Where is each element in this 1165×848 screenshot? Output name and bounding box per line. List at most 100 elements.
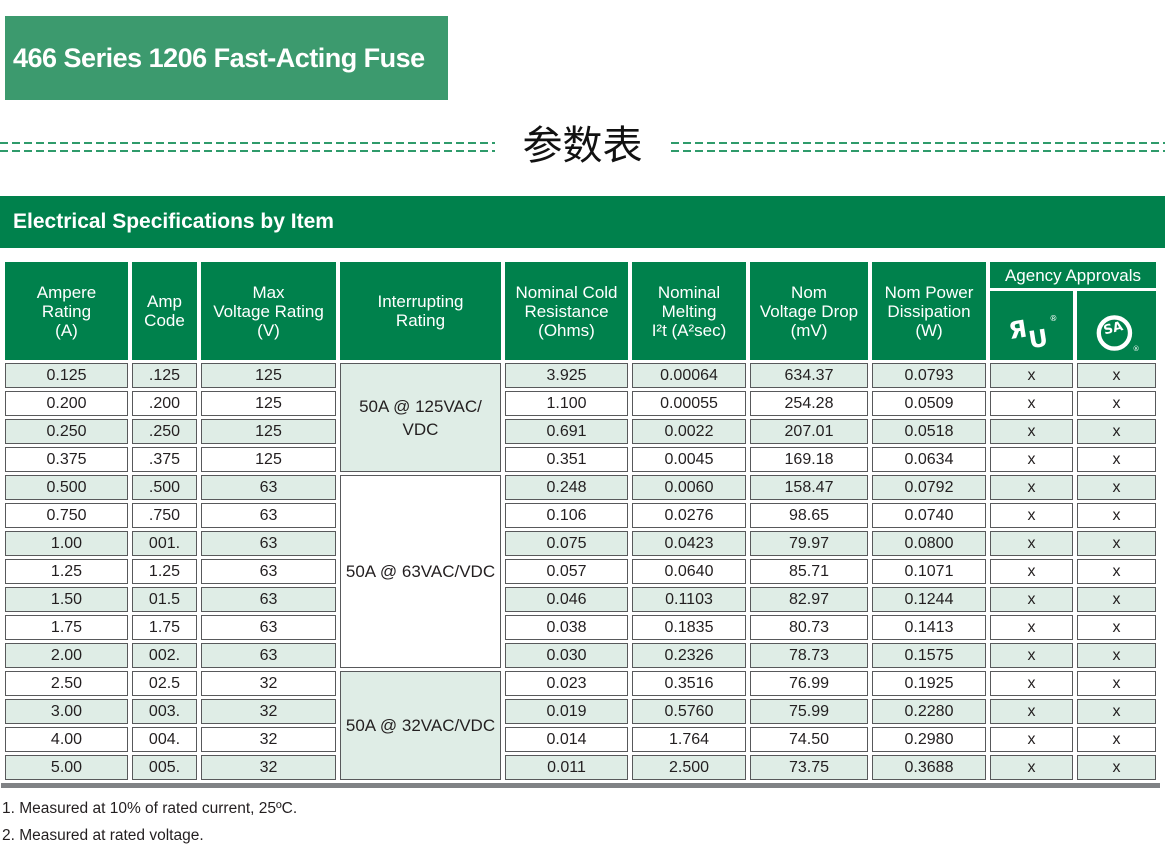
cell-ampere-rating: 1.25 (5, 559, 128, 584)
cell-max-voltage-rating: 63 (201, 587, 336, 612)
cell-nominal-melting-i2t: 0.1103 (632, 587, 746, 612)
cell-nom-voltage-drop: 98.65 (750, 503, 868, 528)
divider-dashes-right (670, 140, 1165, 152)
svg-text:®: ® (1049, 314, 1057, 323)
cell-nominal-cold-resistance: 0.046 (505, 587, 628, 612)
cell-nom-voltage-drop: 254.28 (750, 391, 868, 416)
cell-ampere-rating: 0.125 (5, 363, 128, 388)
cell-nominal-melting-i2t: 1.764 (632, 727, 746, 752)
cell-ul-approval: x (990, 363, 1073, 388)
electrical-specifications-table: Ampere Rating (A) Amp Code Max Voltage R… (1, 259, 1160, 783)
cell-amp-code: 005. (132, 755, 197, 780)
cell-nom-power-dissipation: 0.0800 (872, 531, 986, 556)
cell-ampere-rating: 5.00 (5, 755, 128, 780)
cell-interrupting-rating: 50A @ 125VAC/ VDC (340, 363, 501, 472)
cell-nominal-melting-i2t: 2.500 (632, 755, 746, 780)
cell-amp-code: 003. (132, 699, 197, 724)
cell-nom-power-dissipation: 0.1413 (872, 615, 986, 640)
cell-csa-approval: x (1077, 419, 1156, 444)
cell-csa-approval: x (1077, 447, 1156, 472)
header-nom-voltage-drop: Nom Voltage Drop (mV) (750, 262, 868, 360)
product-banner: 466 Series 1206 Fast-Acting Fuse (5, 16, 448, 100)
cell-nom-power-dissipation: 0.1071 (872, 559, 986, 584)
cell-max-voltage-rating: 63 (201, 559, 336, 584)
cell-nominal-cold-resistance: 0.057 (505, 559, 628, 584)
cell-ul-approval: x (990, 419, 1073, 444)
cell-amp-code: 004. (132, 727, 197, 752)
cell-csa-approval: x (1077, 587, 1156, 612)
cell-interrupting-rating: 50A @ 63VAC/VDC (340, 475, 501, 668)
cell-nominal-cold-resistance: 1.100 (505, 391, 628, 416)
cell-nominal-melting-i2t: 0.2326 (632, 643, 746, 668)
cell-ul-approval: x (990, 671, 1073, 696)
cell-csa-approval: x (1077, 559, 1156, 584)
svg-text:Я: Я (1006, 315, 1028, 346)
cell-nom-power-dissipation: 0.3688 (872, 755, 986, 780)
cell-amp-code: 1.75 (132, 615, 197, 640)
cell-nominal-melting-i2t: 0.1835 (632, 615, 746, 640)
cell-amp-code: 002. (132, 643, 197, 668)
cell-nominal-cold-resistance: 0.075 (505, 531, 628, 556)
cell-max-voltage-rating: 32 (201, 755, 336, 780)
cell-ampere-rating: 0.250 (5, 419, 128, 444)
cell-amp-code: .200 (132, 391, 197, 416)
cell-nominal-cold-resistance: 0.011 (505, 755, 628, 780)
parameter-table-heading-row: 参数表 (0, 122, 1165, 170)
cell-ul-approval: x (990, 503, 1073, 528)
header-ampere-rating: Ampere Rating (A) (5, 262, 128, 360)
cell-nominal-cold-resistance: 0.351 (505, 447, 628, 472)
cell-nominal-melting-i2t: 0.3516 (632, 671, 746, 696)
parameter-table-heading: 参数表 (522, 123, 643, 169)
table-row: 2.00 002. 63 0.030 0.2326 78.73 0.1575 x x (5, 643, 1156, 668)
cell-max-voltage-rating: 63 (201, 475, 336, 500)
cell-nominal-cold-resistance: 0.023 (505, 671, 628, 696)
cell-nominal-cold-resistance: 0.030 (505, 643, 628, 668)
table-row: 3.00 003. 32 0.019 0.5760 75.99 0.2280 x x (5, 699, 1156, 724)
cell-nominal-melting-i2t: 0.0640 (632, 559, 746, 584)
cell-nom-power-dissipation: 0.1244 (872, 587, 986, 612)
cell-nom-power-dissipation: 0.0793 (872, 363, 986, 388)
cell-nom-power-dissipation: 0.0740 (872, 503, 986, 528)
cell-csa-approval: x (1077, 615, 1156, 640)
cell-nominal-cold-resistance: 0.014 (505, 727, 628, 752)
cell-ampere-rating: 2.00 (5, 643, 128, 668)
cell-ul-approval: x (990, 447, 1073, 472)
cell-nom-voltage-drop: 82.97 (750, 587, 868, 612)
cell-nom-voltage-drop: 207.01 (750, 419, 868, 444)
cell-nominal-cold-resistance: 0.038 (505, 615, 628, 640)
cell-csa-approval: x (1077, 503, 1156, 528)
cell-max-voltage-rating: 32 (201, 727, 336, 752)
cell-csa-approval: x (1077, 671, 1156, 696)
cell-nom-power-dissipation: 0.0634 (872, 447, 986, 472)
cell-ul-approval: x (990, 391, 1073, 416)
cell-nom-power-dissipation: 0.1925 (872, 671, 986, 696)
csa-mark-icon: SA ® (1096, 315, 1139, 353)
cell-nom-voltage-drop: 79.97 (750, 531, 868, 556)
cell-max-voltage-rating: 125 (201, 363, 336, 388)
cell-csa-approval: x (1077, 643, 1156, 668)
cell-ul-approval: x (990, 559, 1073, 584)
cell-nom-voltage-drop: 73.75 (750, 755, 868, 780)
cell-ul-approval: x (990, 643, 1073, 668)
cell-ampere-rating: 1.00 (5, 531, 128, 556)
cell-nom-power-dissipation: 0.0509 (872, 391, 986, 416)
svg-text:SA: SA (1102, 319, 1124, 338)
cell-max-voltage-rating: 63 (201, 531, 336, 556)
cell-nom-voltage-drop: 75.99 (750, 699, 868, 724)
cell-nom-voltage-drop: 76.99 (750, 671, 868, 696)
cell-ul-approval: x (990, 587, 1073, 612)
cell-amp-code: .375 (132, 447, 197, 472)
cell-max-voltage-rating: 32 (201, 671, 336, 696)
table-row: 5.00 005. 32 0.011 2.500 73.75 0.3688 x x (5, 755, 1156, 780)
cell-ampere-rating: 0.750 (5, 503, 128, 528)
cell-max-voltage-rating: 63 (201, 503, 336, 528)
ul-recognized-mark-icon: Я U ® (1006, 314, 1057, 355)
header-agency-approvals: Agency Approvals (990, 262, 1156, 288)
product-banner-title: 466 Series 1206 Fast-Acting Fuse (13, 42, 425, 73)
cell-ampere-rating: 0.500 (5, 475, 128, 500)
cell-nom-voltage-drop: 169.18 (750, 447, 868, 472)
cell-max-voltage-rating: 63 (201, 615, 336, 640)
cell-ampere-rating: 0.375 (5, 447, 128, 472)
cell-nominal-cold-resistance: 3.925 (505, 363, 628, 388)
cell-ampere-rating: 0.200 (5, 391, 128, 416)
